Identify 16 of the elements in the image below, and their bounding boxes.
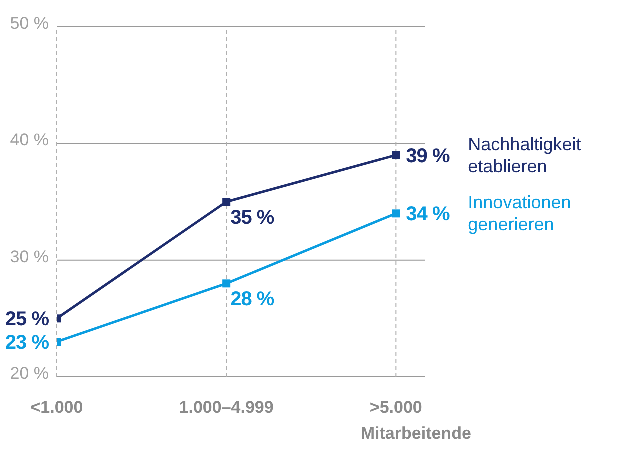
data-label: 28 %	[230, 288, 275, 311]
y-tick-label: 30 %	[10, 247, 49, 266]
data-label: 35 %	[230, 207, 275, 229]
x-axis-title: Mitarbeitende	[360, 424, 472, 443]
data-label: 23 %	[5, 332, 50, 354]
x-tick-label: 1.000–4.999	[179, 398, 274, 417]
data-label: 34 %	[406, 204, 450, 226]
y-tick-label: 50 %	[10, 14, 49, 34]
y-tick-label: 20 %	[10, 364, 49, 384]
text: Innovationen generieren	[468, 192, 572, 235]
text: Nachhaltigkeit etablieren	[468, 134, 582, 176]
x-tick-label: >5.000	[370, 398, 422, 417]
data-label: 25 %	[5, 308, 50, 331]
y-tick-label: 40 %	[10, 130, 49, 150]
data-label: 39 %	[406, 145, 450, 168]
x-tick-label: <1.000	[30, 398, 84, 417]
